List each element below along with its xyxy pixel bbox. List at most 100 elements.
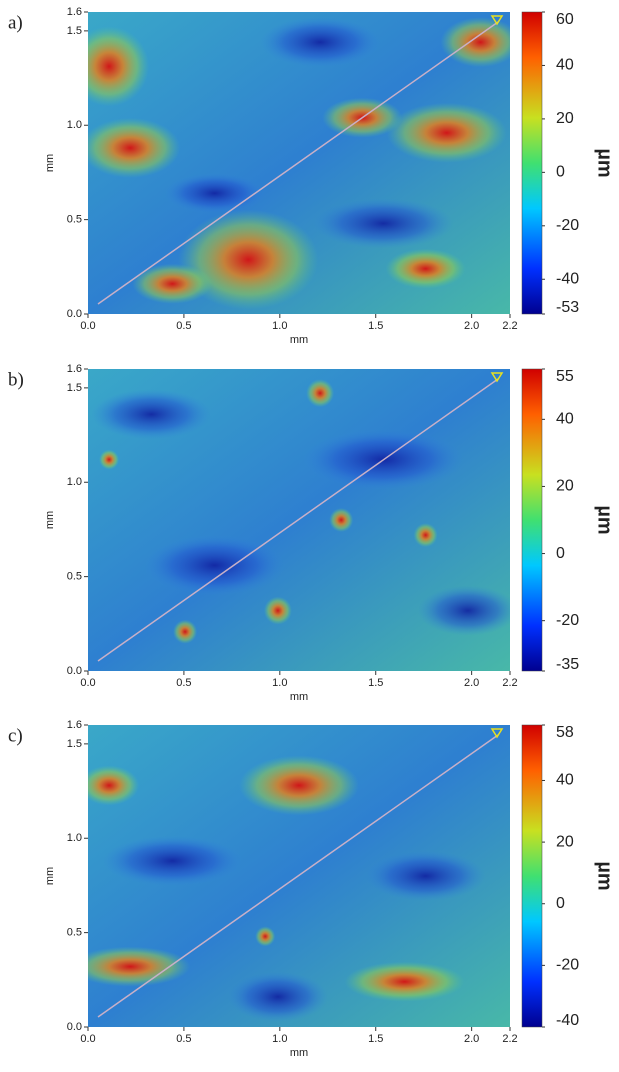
surface-map <box>88 369 510 671</box>
y-tick-label: 1.0 <box>67 119 82 131</box>
colorbar-tick-label: 40 <box>556 772 574 789</box>
colorbar-tick-label: -20 <box>556 957 579 974</box>
panel: c) 0.0 0.5 1.0 1.5 2.0 2.2 0.0 0.5 1.0 1.5 1.6 mm mm 5… <box>8 719 616 1059</box>
colorbar-tick-label: 20 <box>556 478 574 495</box>
y-tick-label: 0.5 <box>67 214 82 226</box>
colorbar-label: µm <box>594 505 616 534</box>
colorbar-tick-label: 40 <box>556 57 574 74</box>
map-spot <box>260 17 381 68</box>
map-spot <box>164 173 265 214</box>
x-tick-label: 0.0 <box>80 320 95 332</box>
map-spot <box>102 835 243 886</box>
x-tick-label: 2.2 <box>502 1033 517 1045</box>
profile-line <box>97 734 499 1018</box>
y-tick-label: 1.6 <box>67 6 82 18</box>
profile-line <box>97 378 499 662</box>
profile-marker <box>490 15 504 26</box>
x-tick-label: 0.0 <box>80 1033 95 1045</box>
map-spot <box>91 389 212 440</box>
x-axis-label: mm <box>290 691 308 703</box>
x-tick-label: 2.2 <box>502 677 517 689</box>
x-tick-label: 0.5 <box>176 1033 191 1045</box>
map-spot <box>144 535 285 596</box>
colorbar-tick-label: 40 <box>556 411 574 428</box>
colorbar-tick-label: 0 <box>556 164 565 181</box>
x-tick-label: 2.0 <box>464 1033 479 1045</box>
map-spot <box>99 449 120 470</box>
map-spot <box>88 117 181 178</box>
x-tick-label: 2.0 <box>464 320 479 332</box>
map-spot <box>239 755 359 816</box>
panel-label: c) <box>8 725 23 746</box>
y-tick-label: 1.5 <box>67 738 82 750</box>
colorbar-tick-label: -40 <box>556 270 579 287</box>
map-spot <box>255 926 276 947</box>
panel: b) 0.0 0.5 1.0 1.5 2.0 2.2 0.0 0.5 1.0 1.5 1.6 mm mm 5… <box>8 363 616 703</box>
panel-label: b) <box>8 369 24 390</box>
map-spot <box>88 765 140 806</box>
y-axis-label: mm <box>44 867 56 885</box>
x-tick-label: 0.5 <box>176 320 191 332</box>
map-spot <box>88 26 150 107</box>
colorbar-tick-label: 20 <box>556 110 574 127</box>
map-spot <box>306 379 335 408</box>
map-spot <box>329 508 354 532</box>
x-axis-label: mm <box>290 1047 308 1059</box>
map-spot <box>386 102 507 163</box>
y-tick-label: 0.0 <box>67 665 82 677</box>
map-spot <box>417 585 510 636</box>
profile-line <box>97 21 499 305</box>
x-tick-label: 0.5 <box>176 677 191 689</box>
map-spot <box>413 523 438 548</box>
colorbar-tick-label: 20 <box>556 833 574 850</box>
colorbar-tick-label: 55 <box>556 368 574 385</box>
y-tick-label: 0.5 <box>67 571 82 583</box>
x-axis-label: mm <box>290 334 308 346</box>
map-spot <box>313 198 454 249</box>
y-tick-label: 0.0 <box>67 308 82 320</box>
panel-label: a) <box>8 12 23 33</box>
colorbar-label: µm <box>594 861 616 890</box>
y-tick-label: 0.0 <box>67 1021 82 1033</box>
x-tick-label: 2.2 <box>502 320 517 332</box>
map-spot <box>385 248 466 289</box>
x-tick-label: 1.5 <box>368 320 383 332</box>
map-spot <box>132 263 213 304</box>
colorbar-tick-label: -20 <box>556 217 579 234</box>
x-tick-label: 1.0 <box>272 1033 287 1045</box>
y-tick-label: 1.5 <box>67 25 82 37</box>
colorbar-tick-label: 0 <box>556 895 565 912</box>
colorbar-tick-label: -20 <box>556 612 579 629</box>
x-tick-label: 1.0 <box>272 320 287 332</box>
map-spot <box>178 209 319 310</box>
colorbar-tick-label: -53 <box>556 299 579 316</box>
map-spot <box>227 971 328 1022</box>
x-tick-label: 1.5 <box>368 677 383 689</box>
map-spot <box>344 961 465 1002</box>
y-tick-label: 1.0 <box>67 476 82 488</box>
colorbar-tick-label: -40 <box>556 1012 579 1029</box>
surface-map <box>88 12 510 314</box>
map-spot <box>440 17 510 68</box>
colorbar-tick-label: 60 <box>556 11 574 28</box>
colorbar <box>521 368 543 672</box>
colorbar <box>521 11 543 315</box>
y-tick-label: 1.5 <box>67 382 82 394</box>
profile-marker <box>490 728 504 739</box>
map-spot <box>88 946 191 987</box>
surface-map <box>88 725 510 1027</box>
panel: a) 0.0 0.5 1.0 1.5 2.0 2.2 0.0 0.5 1.0 1.5 1.6 mm mm 6… <box>8 6 616 346</box>
map-spot <box>173 619 198 644</box>
y-tick-label: 1.0 <box>67 832 82 844</box>
x-tick-label: 1.5 <box>368 1033 383 1045</box>
map-spot <box>365 851 486 901</box>
x-tick-label: 2.0 <box>464 677 479 689</box>
colorbar-tick-label: 0 <box>556 545 565 562</box>
x-tick-label: 1.0 <box>272 677 287 689</box>
y-axis-label: mm <box>44 511 56 529</box>
colorbar-tick-label: -35 <box>556 656 579 673</box>
x-tick-label: 0.0 <box>80 677 95 689</box>
profile-marker <box>490 372 504 383</box>
y-axis-label: mm <box>44 154 56 172</box>
